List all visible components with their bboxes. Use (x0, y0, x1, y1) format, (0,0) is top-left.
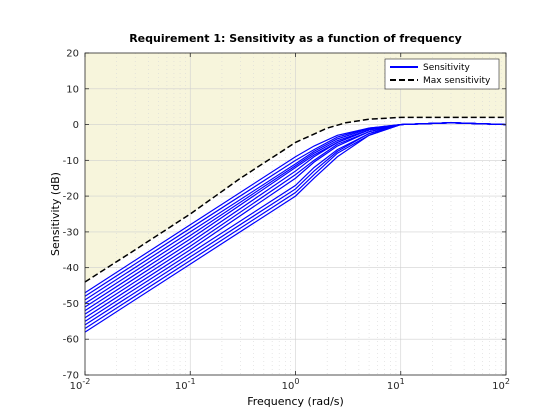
x-tick-label: 100 (282, 377, 300, 392)
series-group (84, 116, 507, 333)
y-tick-label: -70 (63, 371, 79, 382)
y-tick-label: -40 (63, 263, 79, 274)
legend-sensitivity-label: Sensitivity (423, 63, 471, 73)
y-tick-label: 0 (73, 120, 79, 131)
y-axis-label: Sensitivity (dB) (49, 172, 62, 256)
y-tick-label: -50 (63, 299, 79, 310)
legend-box (384, 58, 500, 90)
y-tick-label: -60 (63, 335, 79, 346)
sensitivity-curve (84, 122, 507, 333)
max-sensitivity-line (84, 116, 506, 283)
legend-max-sensitivity-label: Max sensitivity (423, 76, 491, 86)
legend: Sensitivity Max sensitivity (384, 58, 500, 90)
y-tick-label: -10 (63, 156, 79, 167)
y-tick-label: 10 (66, 84, 79, 95)
x-tick-label: 10-1 (175, 377, 196, 392)
chart-title: Requirement 1: Sensitivity as a function… (129, 32, 462, 45)
x-tick-label: 10-2 (70, 377, 91, 392)
y-tick-label: -30 (63, 227, 79, 238)
x-axis-label: Frequency (rad/s) (247, 395, 344, 408)
y-tick-label: 20 (66, 49, 79, 60)
y-tick-label: -20 (63, 192, 79, 203)
x-tick-label: 101 (387, 377, 405, 392)
x-tick-label: 102 (492, 377, 510, 392)
